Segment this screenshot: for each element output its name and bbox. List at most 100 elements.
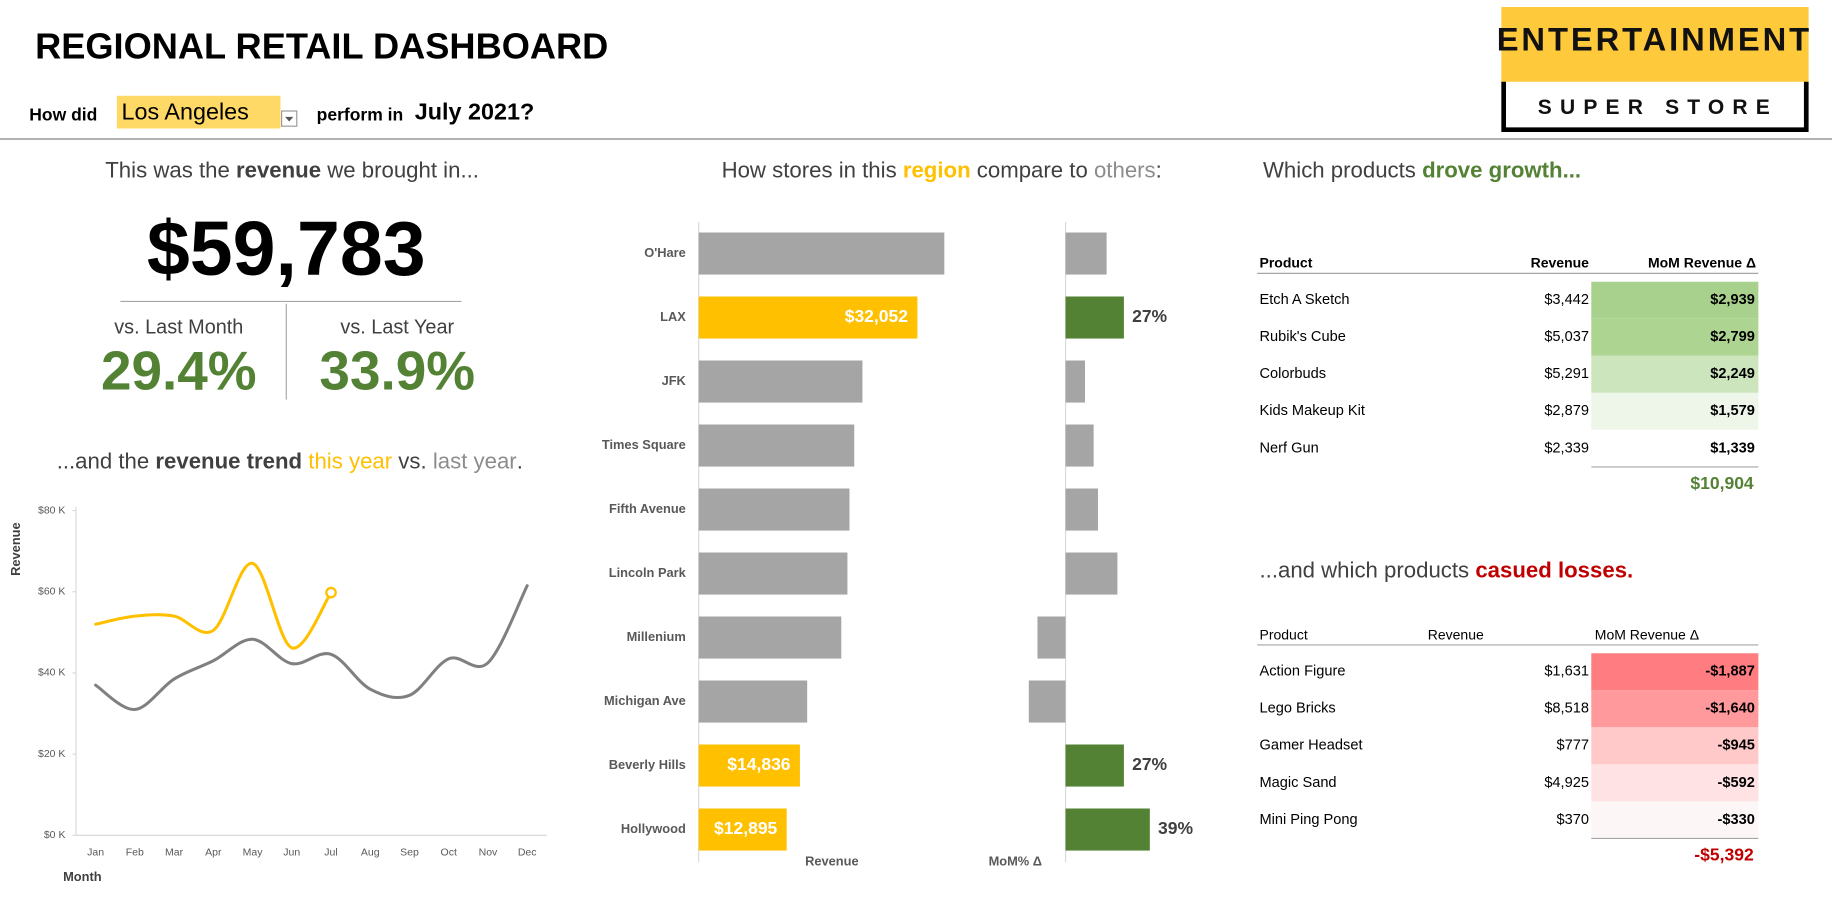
heading-part: drove growth... (1422, 158, 1581, 183)
trend-heading: ...and the revenue trend this year vs. l… (57, 449, 523, 474)
x-tick-label: May (243, 847, 264, 859)
cell-fill (1591, 764, 1759, 802)
heading-part: revenue trend (155, 449, 308, 474)
bar (698, 488, 850, 531)
bar (698, 296, 918, 339)
heading-part: region (903, 158, 971, 183)
y-tick-label: $40 K (38, 667, 65, 679)
product-name: Nerf Gun (1259, 440, 1318, 456)
region-select[interactable] (116, 95, 281, 129)
y-tick-label: $0 K (44, 829, 66, 841)
logo-subtext: SUPER STORE (1538, 96, 1778, 119)
delta-cell: -$592 (1718, 775, 1755, 791)
x-tick-label: Apr (205, 847, 222, 859)
x-tick-label: Feb (126, 847, 144, 859)
product-name: Colorbuds (1259, 366, 1326, 382)
x-tick-label: Mar (165, 847, 184, 859)
axis-label: Revenue (805, 854, 859, 869)
heading-part: vs. (392, 449, 433, 474)
bar (698, 232, 945, 275)
trend-line (94, 561, 333, 650)
revenue-cell: $5,291 (1544, 366, 1589, 382)
category-label: Hollywood (621, 821, 686, 836)
revenue-cell: $1,631 (1544, 664, 1589, 680)
trend-line (94, 584, 529, 712)
delta-cell: $1,339 (1710, 440, 1755, 456)
bar (1065, 424, 1094, 467)
bar (1065, 296, 1124, 339)
bar (1065, 232, 1107, 275)
revenue-cell: $8,518 (1544, 701, 1589, 717)
delta-cell: $2,249 (1710, 366, 1755, 382)
value-label: $14,836 (727, 754, 791, 774)
value-label: 39% (1158, 818, 1193, 838)
category-label: Lincoln Park (609, 565, 687, 580)
column-header: Revenue (1428, 626, 1484, 642)
delta-cell: $2,939 (1710, 292, 1755, 308)
region-value[interactable]: Los Angeles (122, 98, 249, 124)
product-name: Mini Ping Pong (1259, 812, 1357, 828)
bar (1065, 552, 1118, 595)
value-label: 27% (1132, 754, 1167, 774)
delta-cell: -$330 (1718, 812, 1755, 828)
heading-part: revenue (236, 158, 321, 183)
product-name: Lego Bricks (1259, 701, 1335, 717)
prompt: How did (29, 104, 97, 124)
axis-label: MoM% Δ (989, 854, 1042, 869)
kpi-heading: This was the revenue we brought in... (105, 158, 479, 183)
revenue-cell: $5,037 (1544, 329, 1589, 345)
x-tick-label: Nov (479, 847, 498, 859)
cell-fill (1591, 392, 1759, 430)
period: July 2021? (415, 98, 534, 124)
delta-cell: -$945 (1718, 738, 1755, 754)
cell-fill (1591, 318, 1759, 356)
revenue-cell: $2,879 (1544, 403, 1589, 419)
table-total: $10,904 (1690, 473, 1754, 493)
column-header: MoM Revenue Δ (1648, 255, 1756, 271)
cell-fill (1591, 429, 1759, 467)
product-name: Magic Sand (1259, 775, 1336, 791)
product-name: Gamer Headset (1259, 738, 1362, 754)
value-label: $32,052 (845, 306, 909, 326)
category-label: Millenium (627, 629, 686, 644)
heading-part: This was the (105, 158, 236, 183)
logo-top (1501, 7, 1809, 82)
dropdown-arrow (285, 116, 294, 122)
product-name: Action Figure (1259, 664, 1345, 680)
delta-cell: $2,799 (1710, 329, 1755, 345)
column-header: Revenue (1531, 255, 1590, 271)
x-tick-label: Aug (361, 847, 380, 859)
kpi-label: vs. Last Year (340, 317, 454, 339)
bar (1065, 808, 1150, 851)
delta-cell: -$1,640 (1705, 701, 1755, 717)
cell-fill (1591, 690, 1759, 728)
bar (698, 808, 787, 851)
kpi-revenue: $59,783 (147, 206, 426, 292)
bar (1065, 744, 1124, 787)
x-axis-label: Month (63, 869, 102, 884)
x-tick-label: Jan (87, 847, 104, 859)
category-label: LAX (660, 309, 686, 324)
cell-fill (1591, 801, 1759, 839)
bar (698, 680, 808, 723)
heading-part: . (517, 449, 523, 474)
column-header: Product (1259, 626, 1307, 642)
heading-part: : (1156, 158, 1162, 183)
growth-heading: Which products drove growth... (1263, 158, 1581, 183)
value-label: 27% (1132, 306, 1167, 326)
heading-part: others (1094, 158, 1156, 183)
losses-heading: ...and which products casued losses. (1259, 557, 1633, 582)
heading-part: ...and which products (1259, 557, 1475, 582)
value-label: $12,895 (714, 818, 778, 838)
x-tick-label: Jun (283, 847, 300, 859)
heading-part: casued losses. (1475, 557, 1633, 582)
product-name: Etch A Sketch (1259, 292, 1349, 308)
stores-heading: How stores in this region compare to oth… (722, 158, 1162, 183)
heading-part: ...and the (57, 449, 156, 474)
kpi-label: vs. Last Month (114, 317, 243, 339)
bar (698, 424, 855, 467)
logo-frame (1501, 81, 1809, 133)
revenue-cell: $4,925 (1544, 775, 1589, 791)
y-axis-label: Revenue (8, 522, 23, 576)
